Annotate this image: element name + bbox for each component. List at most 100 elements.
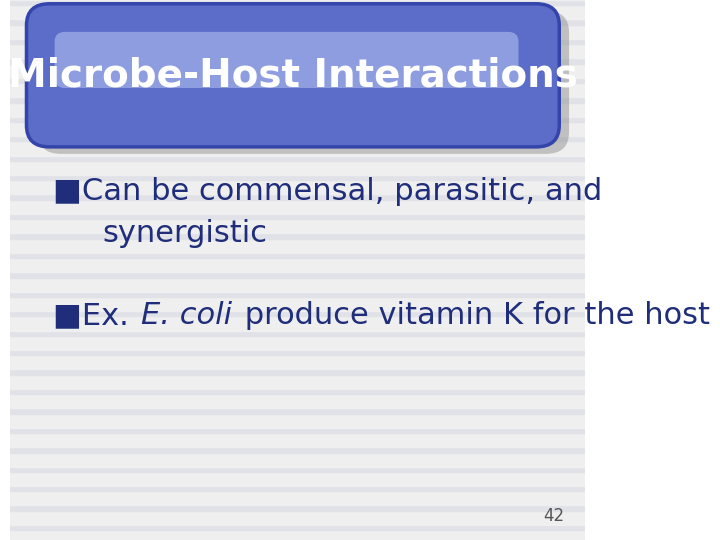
Bar xyxy=(10,54,585,58)
Bar xyxy=(10,486,585,491)
Bar xyxy=(10,505,585,511)
Bar xyxy=(10,428,585,433)
Bar xyxy=(10,112,585,117)
Bar xyxy=(10,136,585,141)
FancyBboxPatch shape xyxy=(55,32,518,88)
Bar xyxy=(10,83,585,87)
Bar xyxy=(10,476,585,482)
Bar xyxy=(10,525,585,530)
Bar xyxy=(10,233,585,239)
Bar xyxy=(10,472,585,476)
Bar xyxy=(10,447,585,453)
Bar xyxy=(10,132,585,136)
Bar xyxy=(10,272,585,278)
Bar xyxy=(10,122,585,126)
Bar xyxy=(10,58,585,64)
Bar xyxy=(10,399,585,404)
Bar xyxy=(10,482,585,486)
Bar xyxy=(10,355,585,360)
Bar xyxy=(10,190,585,194)
Text: ■Can be commensal, parasitic, and: ■Can be commensal, parasitic, and xyxy=(53,177,603,206)
Bar xyxy=(10,496,585,501)
Bar xyxy=(10,511,585,515)
Bar xyxy=(10,15,585,19)
Bar xyxy=(10,453,585,457)
Bar xyxy=(10,462,585,467)
Bar xyxy=(10,78,585,83)
Bar xyxy=(10,161,585,165)
Bar xyxy=(10,379,585,384)
Bar xyxy=(10,93,585,97)
Bar xyxy=(10,443,585,447)
Bar xyxy=(10,229,585,233)
Bar xyxy=(10,87,585,93)
Text: 42: 42 xyxy=(544,507,564,525)
Bar xyxy=(10,210,585,214)
Bar xyxy=(10,408,585,414)
Bar xyxy=(10,224,585,229)
Bar xyxy=(10,44,585,49)
Bar xyxy=(10,165,585,171)
Bar xyxy=(10,180,585,185)
Bar xyxy=(10,287,585,292)
Bar xyxy=(10,311,585,316)
Bar xyxy=(10,262,585,268)
Text: produce vitamin K for the host: produce vitamin K for the host xyxy=(235,301,710,330)
Bar xyxy=(10,5,585,10)
Bar xyxy=(10,437,585,443)
Bar xyxy=(10,185,585,190)
Bar xyxy=(10,10,585,15)
Bar xyxy=(10,219,585,224)
Bar xyxy=(10,268,585,272)
Bar xyxy=(10,35,585,39)
Bar xyxy=(10,29,585,35)
Bar xyxy=(10,292,585,297)
Bar xyxy=(10,418,585,423)
Bar xyxy=(10,126,585,132)
Bar xyxy=(10,64,585,68)
Bar xyxy=(10,457,585,462)
Bar xyxy=(10,243,585,248)
Bar xyxy=(10,316,585,321)
Bar xyxy=(10,346,585,350)
Bar xyxy=(10,521,585,525)
Bar xyxy=(10,515,585,521)
Bar xyxy=(10,175,585,180)
Bar xyxy=(10,336,585,340)
Bar xyxy=(10,68,585,73)
Bar xyxy=(10,239,585,243)
Bar xyxy=(10,258,585,262)
Bar xyxy=(10,248,585,253)
Bar xyxy=(10,214,585,219)
Bar xyxy=(10,321,585,326)
Bar xyxy=(10,330,585,336)
Bar xyxy=(10,394,585,399)
Bar xyxy=(10,326,585,330)
Bar xyxy=(10,375,585,379)
Bar xyxy=(10,146,585,151)
Bar xyxy=(10,433,585,437)
Bar xyxy=(10,194,585,200)
Bar xyxy=(10,200,585,204)
Bar xyxy=(10,365,585,369)
Bar xyxy=(10,103,585,107)
Bar xyxy=(10,151,585,156)
Bar xyxy=(10,49,585,54)
Bar xyxy=(10,404,585,408)
Bar xyxy=(10,535,585,540)
Bar xyxy=(10,156,585,161)
Bar xyxy=(10,253,585,258)
Bar xyxy=(10,389,585,394)
Bar xyxy=(10,107,585,112)
Bar xyxy=(10,39,585,44)
FancyBboxPatch shape xyxy=(38,11,569,154)
Bar xyxy=(10,501,585,505)
Bar xyxy=(10,350,585,355)
Bar xyxy=(10,19,585,25)
Text: E. coli: E. coli xyxy=(141,301,233,330)
Bar xyxy=(10,297,585,301)
Bar xyxy=(10,369,585,375)
Bar xyxy=(10,73,585,78)
Bar xyxy=(10,278,585,282)
Bar xyxy=(10,117,585,122)
